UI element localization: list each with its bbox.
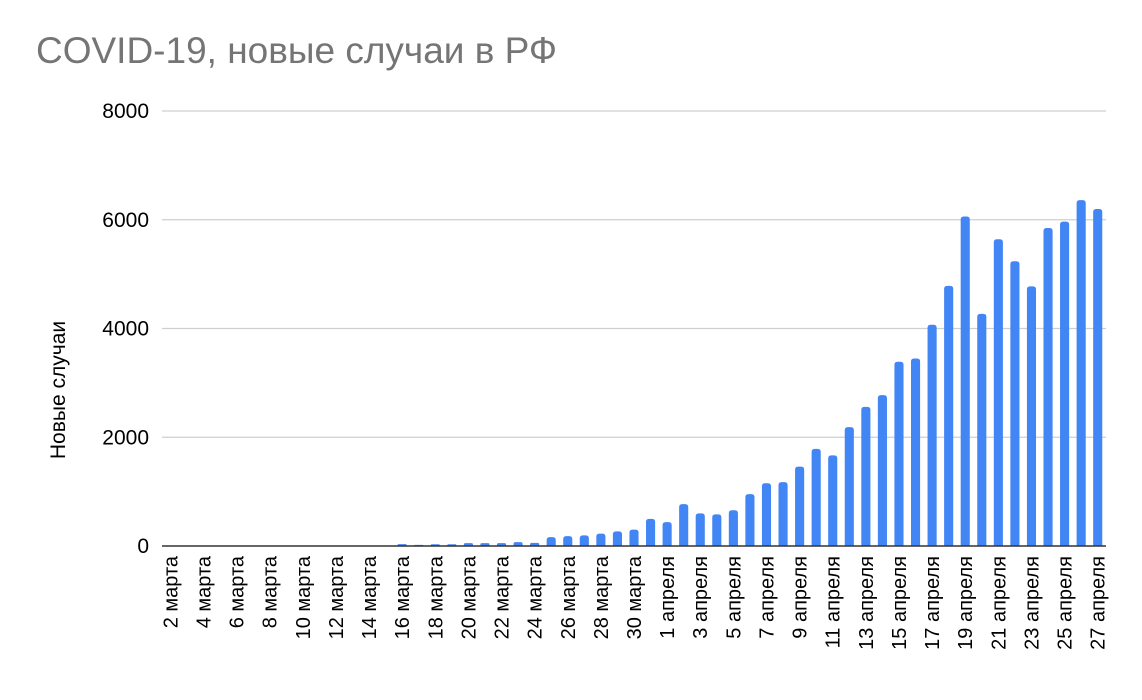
y-tick-label: 8000 <box>102 100 149 123</box>
bar-4 апреля <box>712 514 722 546</box>
x-tick-label: 7 апреля <box>756 556 778 639</box>
bar-11 апреля <box>828 455 838 546</box>
chart-title: COVID-19, новые случаи в РФ <box>36 30 558 71</box>
bar-3 апреля <box>695 513 705 546</box>
bar-26 марта <box>563 536 573 546</box>
bar-5 апреля <box>728 510 738 546</box>
bar-21 апреля <box>993 239 1003 546</box>
bar-25 марта <box>546 537 556 546</box>
bar-20 апреля <box>977 313 987 546</box>
x-tick-label: 2 марта <box>160 555 182 628</box>
y-tick-label: 4000 <box>102 318 149 341</box>
x-tick-label: 21 апреля <box>988 556 1010 650</box>
bar-26 апреля <box>1076 200 1086 547</box>
bar-7 апреля <box>761 483 772 546</box>
x-tick-label: 26 марта <box>558 555 580 639</box>
bar-25 апреля <box>1060 221 1070 546</box>
x-tick-label: 19 апреля <box>955 556 977 650</box>
bar-23 марта <box>513 542 523 546</box>
bar-15 апреля <box>894 361 904 546</box>
bar-2 апреля <box>679 504 689 546</box>
bar-23 апреля <box>1026 286 1037 546</box>
bar-8 апреля <box>778 482 788 546</box>
bar-27 апреля <box>1093 208 1103 546</box>
bar-28 марта <box>596 533 606 546</box>
bar-6 апреля <box>745 494 755 546</box>
x-tick-label: 18 марта <box>425 555 447 639</box>
bar-19 апреля <box>960 216 970 547</box>
x-tick-label: 1 апреля <box>657 556 679 639</box>
x-tick-label: 5 апреля <box>723 556 745 639</box>
bar-10 апреля <box>811 448 821 546</box>
bar-18 апреля <box>944 285 954 546</box>
bar-24 апреля <box>1043 227 1053 546</box>
x-tick-label: 14 марта <box>359 555 381 639</box>
x-tick-label: 11 апреля <box>823 556 845 648</box>
x-tick-label: 28 марта <box>591 555 613 639</box>
x-tick-label: 20 марта <box>458 555 480 639</box>
x-tick-label: 6 марта <box>227 555 249 628</box>
bar-24 марта <box>530 542 540 546</box>
bar-30 марта <box>629 529 639 546</box>
bar-13 апреля <box>861 406 871 546</box>
x-tick-label: 13 апреля <box>856 556 878 650</box>
bar-9 апреля <box>795 466 805 546</box>
x-tick-label: 24 марта <box>525 555 547 639</box>
y-tick-label: 6000 <box>102 209 149 232</box>
x-tick-label: 16 марта <box>392 555 414 639</box>
x-tick-label: 17 апреля <box>922 556 944 650</box>
x-tick-label: 8 марта <box>260 555 282 628</box>
bar-14 апреля <box>877 395 887 546</box>
bar-31 марта <box>646 518 656 546</box>
x-tick-label: 15 апреля <box>889 556 911 650</box>
x-tick-label: 12 марта <box>326 555 348 639</box>
bar-22 апреля <box>1010 261 1020 546</box>
x-tick-label: 23 апреля <box>1021 556 1043 650</box>
y-tick-label: 2000 <box>102 426 149 449</box>
bar-16 апреля <box>910 358 921 546</box>
x-tick-label: 22 марта <box>492 555 514 639</box>
x-tick-label: 9 апреля <box>790 556 812 639</box>
y-tick-label: 0 <box>137 535 149 558</box>
bar-27 марта <box>579 535 589 546</box>
x-tick-label: 27 апреля <box>1088 556 1110 650</box>
x-tick-label: 30 марта <box>624 555 646 639</box>
bar-1 апреля <box>662 522 672 546</box>
bar-12 апреля <box>844 427 854 546</box>
bar-17 апреля <box>927 324 937 546</box>
bar-29 марта <box>612 531 622 546</box>
x-tick-label: 3 апреля <box>690 556 712 639</box>
x-tick-label: 10 марта <box>293 555 315 639</box>
x-tick-label: 4 марта <box>193 555 215 628</box>
x-tick-label: 25 апреля <box>1055 556 1077 650</box>
